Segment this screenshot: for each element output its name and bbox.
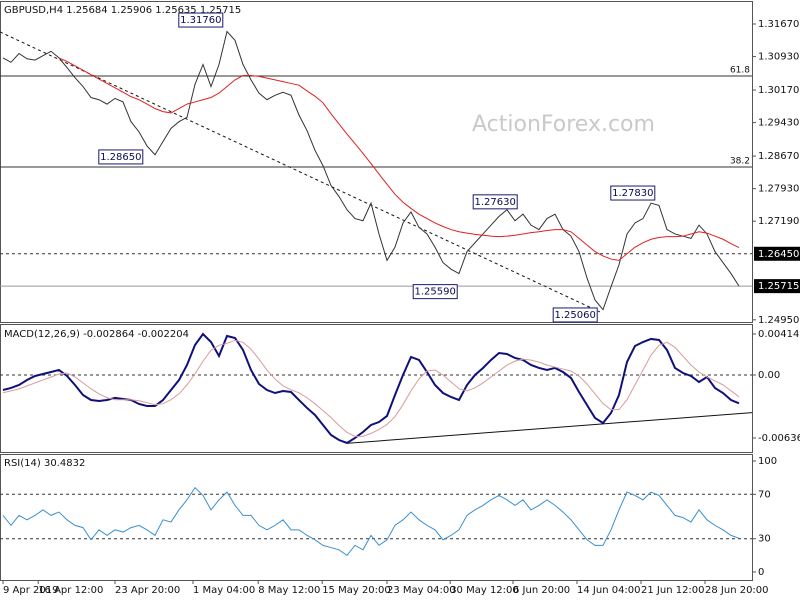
price-annotation-box	[472, 194, 518, 210]
series-line	[58, 57, 740, 261]
fib-label: 38.2	[730, 157, 750, 167]
x-tick-label: 16 Apr 12:00	[38, 585, 103, 596]
fib-label: 61.8	[730, 65, 750, 75]
x-tick-label: 1 May 04:00	[193, 585, 255, 596]
y-tick-label: 0.00	[758, 370, 780, 381]
x-tick-label: 28 Jun 20:00	[705, 585, 769, 596]
x-tick-label: 6 Jun 20:00	[513, 585, 570, 596]
y-tick-label: 1.29430	[758, 118, 799, 129]
x-tick-label: 15 May 20:00	[322, 585, 391, 596]
x-tick-label: 23 May 04:00	[387, 585, 456, 596]
x-tick-label: 23 Apr 20:00	[115, 585, 180, 596]
y-tick-label: 0.004141	[758, 329, 800, 340]
macd-panel	[0, 324, 753, 453]
price-panel	[0, 1, 753, 323]
y-tick-label: 1.27930	[758, 184, 799, 195]
y-tick-label: 70	[758, 489, 771, 500]
level-tag	[754, 246, 800, 261]
trendline	[347, 412, 753, 444]
y-tick-label: 1.31670	[758, 19, 799, 30]
y-tick-label: 100	[758, 456, 777, 467]
trendline	[0, 31, 601, 313]
price-annotation-box	[98, 149, 144, 165]
price-annotation: 1.27830	[612, 188, 653, 199]
rsi-panel	[0, 454, 753, 581]
price-annotation-box	[610, 185, 656, 201]
x-tick-label: 9 Apr 2019	[3, 585, 58, 596]
level-tag	[754, 279, 800, 294]
series-line	[2, 30, 740, 311]
price-annotation: 1.25590	[415, 287, 456, 298]
series-line	[2, 339, 740, 437]
watermark: ActionForex.com	[472, 112, 655, 137]
price-annotation-box	[412, 284, 458, 300]
level-label: 1.25715	[758, 281, 799, 292]
y-tick-label: 1.28670	[758, 151, 799, 162]
price-annotation: 1.28650	[100, 152, 141, 163]
price-title: GBPUSD,H4 1.25684 1.25906 1.25635 1.2571…	[4, 5, 241, 16]
x-tick-label: 21 Jun 12:00	[641, 585, 705, 596]
macd-title: MACD(12,26,9) -0.002864 -0.002204	[4, 329, 189, 340]
y-tick-label: 1.30930	[758, 52, 799, 63]
x-tick-label: 14 Jun 04:00	[577, 585, 641, 596]
y-tick-label: 30	[758, 534, 771, 545]
price-annotation: 1.25060	[555, 310, 596, 321]
x-tick-label: 30 May 12:00	[450, 585, 519, 596]
y-tick-label: 1.24950	[758, 315, 799, 326]
price-annotation-box	[178, 12, 224, 28]
y-tick-label: -0.006365	[758, 433, 800, 444]
series-line	[2, 486, 740, 557]
series-line	[2, 332, 740, 445]
y-tick-label: 0	[758, 567, 764, 578]
x-tick-label: 8 May 12:00	[258, 585, 320, 596]
y-tick-label: 1.30170	[758, 85, 799, 96]
y-tick-label: 1.27190	[758, 216, 799, 227]
price-annotation: 1.31760	[180, 15, 221, 26]
price-annotation-box	[552, 307, 598, 323]
price-annotation: 1.27630	[475, 197, 516, 208]
rsi-title: RSI(14) 30.4832	[4, 458, 85, 469]
level-label: 1.26450	[758, 249, 799, 260]
